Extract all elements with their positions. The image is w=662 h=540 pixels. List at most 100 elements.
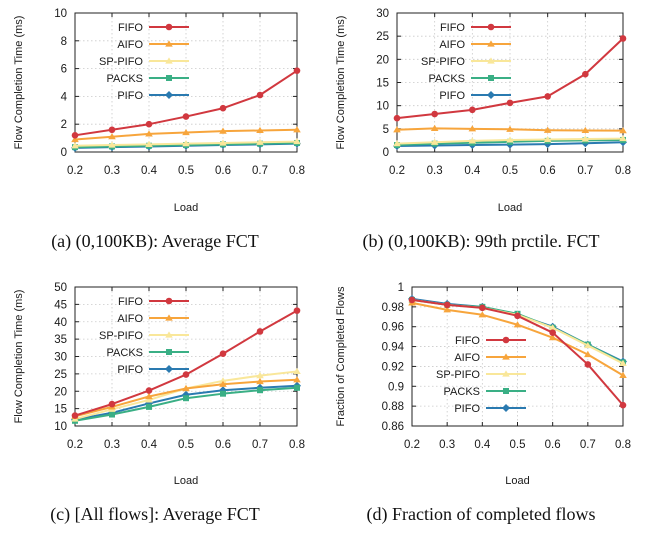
data-point xyxy=(548,324,557,331)
data-point xyxy=(393,126,401,133)
x-tick-label: 0.6 xyxy=(545,439,561,451)
legend-label: PACKS xyxy=(107,347,143,359)
x-tick-label: 0.5 xyxy=(502,165,518,177)
x-tick-label: 0.2 xyxy=(67,439,83,451)
series-fifo xyxy=(71,307,301,419)
y-tick-label: 4 xyxy=(61,91,68,103)
y-tick-label: 0 xyxy=(61,147,67,159)
figure-caption: (d) Fraction of completed flows xyxy=(367,504,596,525)
legend: FIFO AIFO SP-PIFO PACKS PIFO xyxy=(99,22,189,102)
data-point xyxy=(293,67,301,74)
data-point xyxy=(293,137,301,145)
data-point xyxy=(408,296,416,304)
data-point xyxy=(71,135,79,143)
data-point xyxy=(71,412,79,419)
series-fifo xyxy=(393,35,627,122)
legend: FIFO AIFO SP-PIFO PACKS PIFO xyxy=(421,22,511,102)
y-tick-label: 8 xyxy=(61,36,67,48)
series-fifo xyxy=(408,296,627,409)
data-point xyxy=(469,106,476,114)
legend-marker xyxy=(487,57,495,64)
series-sp-pifo xyxy=(71,137,301,149)
data-point xyxy=(293,126,301,133)
data-point xyxy=(430,124,439,131)
legend-marker xyxy=(487,40,495,47)
y-tick-label: 10 xyxy=(376,101,389,113)
legend-label: FIFO xyxy=(440,22,465,34)
legend-marker xyxy=(503,388,509,394)
legend-label: PIFO xyxy=(454,403,480,415)
y-tick-label: 10 xyxy=(54,421,67,433)
data-point xyxy=(219,139,227,146)
data-point xyxy=(549,329,556,336)
y-tick-label: 50 xyxy=(54,282,67,294)
legend-label: SP-PIFO xyxy=(421,56,465,68)
legend-label: PIFO xyxy=(439,90,465,102)
data-point xyxy=(293,376,301,383)
data-point xyxy=(619,134,627,142)
data-point xyxy=(582,70,589,78)
data-point xyxy=(514,312,521,320)
x-tick-label: 0.3 xyxy=(427,165,443,177)
legend-label: FIFO xyxy=(455,335,480,347)
data-point xyxy=(581,126,590,134)
data-point xyxy=(293,367,301,375)
data-point xyxy=(584,361,592,368)
legend-label: FIFO xyxy=(118,296,143,308)
data-point xyxy=(257,387,263,394)
data-point xyxy=(108,400,116,408)
data-point xyxy=(478,311,487,318)
data-point xyxy=(619,127,627,134)
y-tick-label: 40 xyxy=(54,317,67,329)
data-point xyxy=(619,359,627,367)
data-point xyxy=(256,328,264,335)
data-point xyxy=(581,135,590,142)
y-tick-label: 6 xyxy=(61,64,67,76)
data-point xyxy=(256,126,264,134)
data-point xyxy=(543,126,552,133)
x-tick-label: 0.2 xyxy=(404,439,420,451)
data-point xyxy=(182,113,190,120)
y-tick-label: 15 xyxy=(54,404,67,416)
y-tick-label: 2 xyxy=(61,119,67,131)
legend-label: PIFO xyxy=(117,364,143,376)
data-point xyxy=(145,387,153,394)
data-point xyxy=(219,377,227,384)
data-point xyxy=(619,401,627,409)
data-point xyxy=(548,334,557,341)
legend: FIFO AIFO SP-PIFO PACKS PIFO xyxy=(99,296,189,376)
y-tick-label: 0.94 xyxy=(382,342,405,354)
y-tick-label: 0.98 xyxy=(382,302,404,314)
data-point xyxy=(506,125,514,132)
data-point xyxy=(182,140,190,147)
legend-marker xyxy=(502,336,510,344)
legend-label: AIFO xyxy=(454,352,480,364)
x-tick-label: 0.8 xyxy=(615,439,631,451)
figure-caption: (c) [All flows]: Average FCT xyxy=(50,504,260,525)
series-sp-pifo xyxy=(393,134,627,147)
legend-marker xyxy=(165,331,173,338)
x-tick-label: 0.4 xyxy=(464,165,481,177)
y-tick-label: 0.92 xyxy=(382,361,404,373)
y-axis-label: Flow Completion Time (ms) xyxy=(13,16,25,150)
data-point xyxy=(584,350,592,358)
legend-marker xyxy=(502,404,510,412)
x-tick-label: 0.5 xyxy=(510,439,526,451)
data-point xyxy=(256,377,264,385)
x-tick-label: 0.7 xyxy=(252,165,268,177)
legend-marker xyxy=(165,57,173,64)
y-axis-label: Fraction of Completed Flows xyxy=(335,286,347,426)
legend-marker xyxy=(165,23,173,31)
data-point xyxy=(393,140,401,147)
y-tick-label: 35 xyxy=(54,334,67,346)
figure-caption: (a) (0,100KB): Average FCT xyxy=(51,231,259,252)
data-point xyxy=(619,371,627,378)
data-point xyxy=(182,371,190,378)
x-tick-label: 0.8 xyxy=(289,165,305,177)
y-tick-label: 0 xyxy=(383,147,389,159)
data-point xyxy=(294,384,300,391)
x-tick-label: 0.4 xyxy=(141,439,158,451)
data-point xyxy=(468,125,477,132)
series-aifo xyxy=(408,299,627,378)
data-point xyxy=(256,372,264,379)
